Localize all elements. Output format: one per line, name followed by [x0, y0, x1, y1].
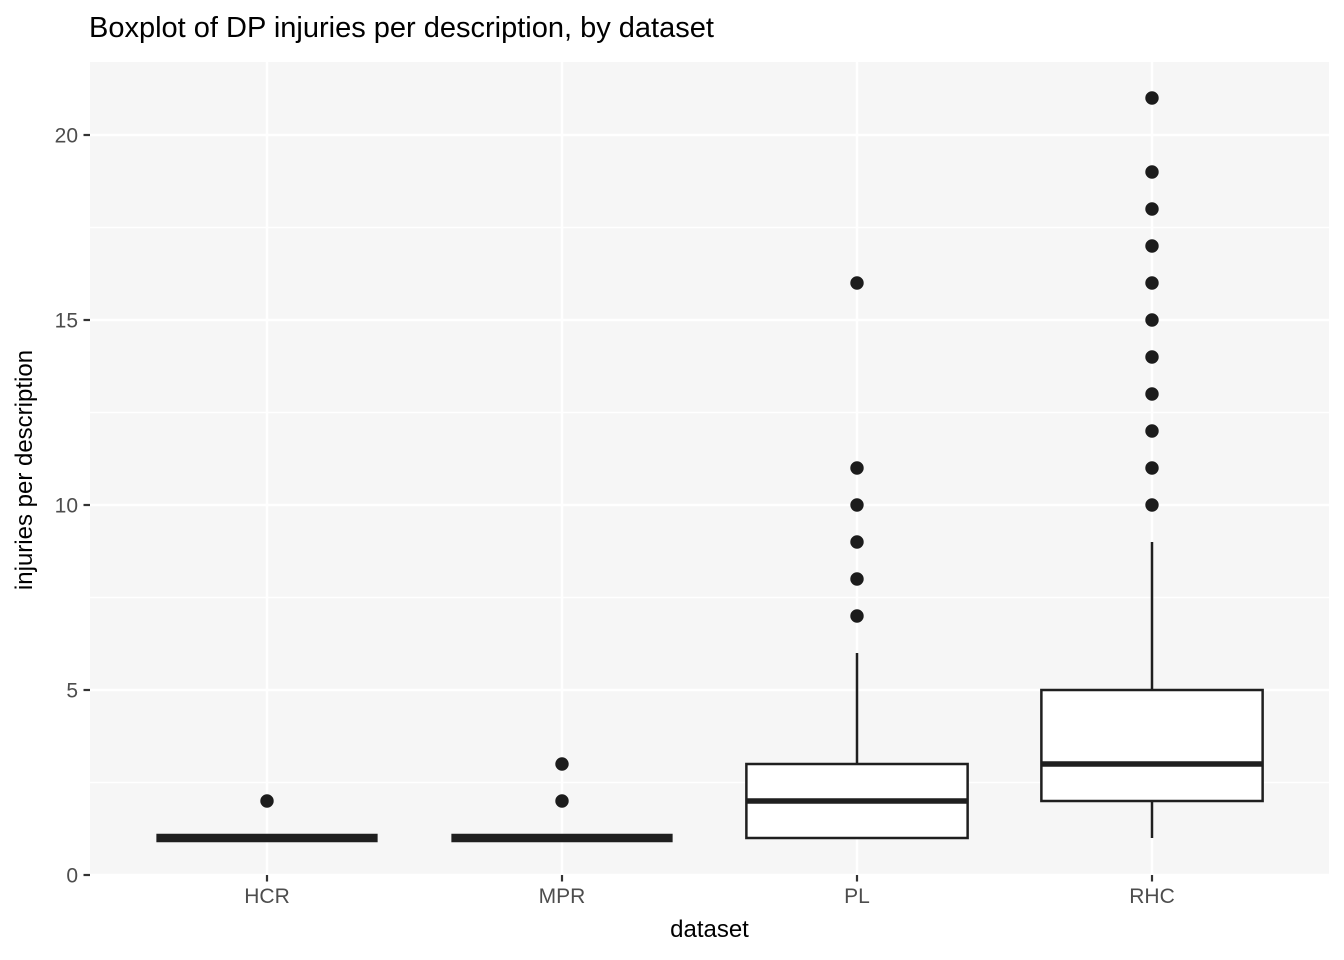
outlier-HCR-2: [260, 794, 274, 808]
chart-title: Boxplot of DP injuries per description, …: [89, 12, 714, 44]
x-tick-label-MPR: MPR: [539, 885, 586, 908]
outlier-RHC-15: [1145, 313, 1159, 327]
outlier-RHC-10: [1145, 498, 1159, 512]
outlier-PL-16: [850, 276, 864, 290]
outlier-RHC-21: [1145, 91, 1159, 105]
y-tick-label: 15: [55, 310, 78, 333]
outlier-MPR-2: [555, 794, 569, 808]
box-RHC: [1040, 688, 1264, 803]
outlier-PL-9: [850, 535, 864, 549]
outlier-RHC-18: [1145, 202, 1159, 216]
outlier-PL-10: [850, 498, 864, 512]
y-tick-label: 5: [66, 680, 78, 703]
y-tick-label: 10: [55, 495, 78, 518]
outlier-RHC-19: [1145, 165, 1159, 179]
outlier-PL-7: [850, 609, 864, 623]
x-axis-title: dataset: [670, 916, 749, 943]
outlier-RHC-12: [1145, 424, 1159, 438]
outlier-RHC-17: [1145, 239, 1159, 253]
x-tick-label-RHC: RHC: [1129, 885, 1175, 908]
x-tick-label-HCR: HCR: [244, 885, 290, 908]
outlier-RHC-16: [1145, 276, 1159, 290]
outlier-MPR-3: [555, 757, 569, 771]
outlier-RHC-13: [1145, 387, 1159, 401]
outlier-RHC-14: [1145, 350, 1159, 364]
median-PL: [746, 798, 968, 804]
outlier-PL-11: [850, 461, 864, 475]
median-HCR: [156, 833, 378, 843]
median-RHC: [1041, 761, 1263, 767]
y-tick-label: 20: [55, 125, 78, 148]
y-tick-label: 0: [66, 865, 78, 888]
outlier-PL-8: [850, 572, 864, 586]
x-tick-label-PL: PL: [844, 885, 870, 908]
outlier-RHC-11: [1145, 461, 1159, 475]
median-MPR: [451, 833, 673, 843]
